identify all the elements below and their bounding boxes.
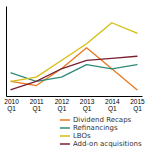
x-tick-label: 2014Q1 <box>105 98 120 113</box>
legend-swatch <box>60 143 70 145</box>
legend-label: LBOs <box>73 132 91 140</box>
chart: 2010Q1 2011Q1 2012Q1 2013Q1 2014Q1 2015Q1 Divi… <box>0 0 150 150</box>
legend-item: Add-on acquisitions <box>60 140 142 148</box>
legend-swatch <box>60 135 70 137</box>
x-tick: 2011Q1 <box>30 96 44 113</box>
x-tick: 2012Q1 <box>55 96 70 113</box>
x-tick-label: 2011Q1 <box>30 98 44 113</box>
series-line <box>11 56 137 89</box>
y-axis-line <box>6 7 7 97</box>
x-tick: 2015Q1 <box>130 96 145 113</box>
legend: Dividend RecapsRefinancingsLBOsAdd-on ac… <box>60 116 142 148</box>
legend-swatch <box>60 127 70 129</box>
x-tick-label: 2013Q1 <box>80 98 95 113</box>
legend-item: Refinancings <box>60 124 118 132</box>
legend-item: Dividend Recaps <box>60 116 132 124</box>
lines <box>11 23 137 90</box>
series-line <box>11 23 137 82</box>
legend-label: Refinancings <box>73 124 118 132</box>
x-tick-label: 2012Q1 <box>55 98 70 113</box>
series-line <box>11 48 137 90</box>
x-tick: 2013Q1 <box>80 96 95 113</box>
legend-swatch <box>60 119 70 121</box>
y-axis <box>6 7 7 97</box>
x-axis-line <box>7 96 143 97</box>
legend-label: Dividend Recaps <box>73 116 132 124</box>
legend-label: Add-on acquisitions <box>73 140 142 148</box>
x-tick: 2010Q1 <box>4 96 19 113</box>
x-tick: 2014Q1 <box>105 96 120 113</box>
plot: 2010Q1 2011Q1 2012Q1 2013Q1 2014Q1 2015Q1 <box>4 7 145 114</box>
x-axis: 2010Q1 2011Q1 2012Q1 2013Q1 2014Q1 2015Q1 <box>4 96 145 113</box>
x-tick-label: 2010Q1 <box>4 98 19 113</box>
x-tick-label: 2015Q1 <box>130 98 145 113</box>
legend-item: LBOs <box>60 132 91 140</box>
